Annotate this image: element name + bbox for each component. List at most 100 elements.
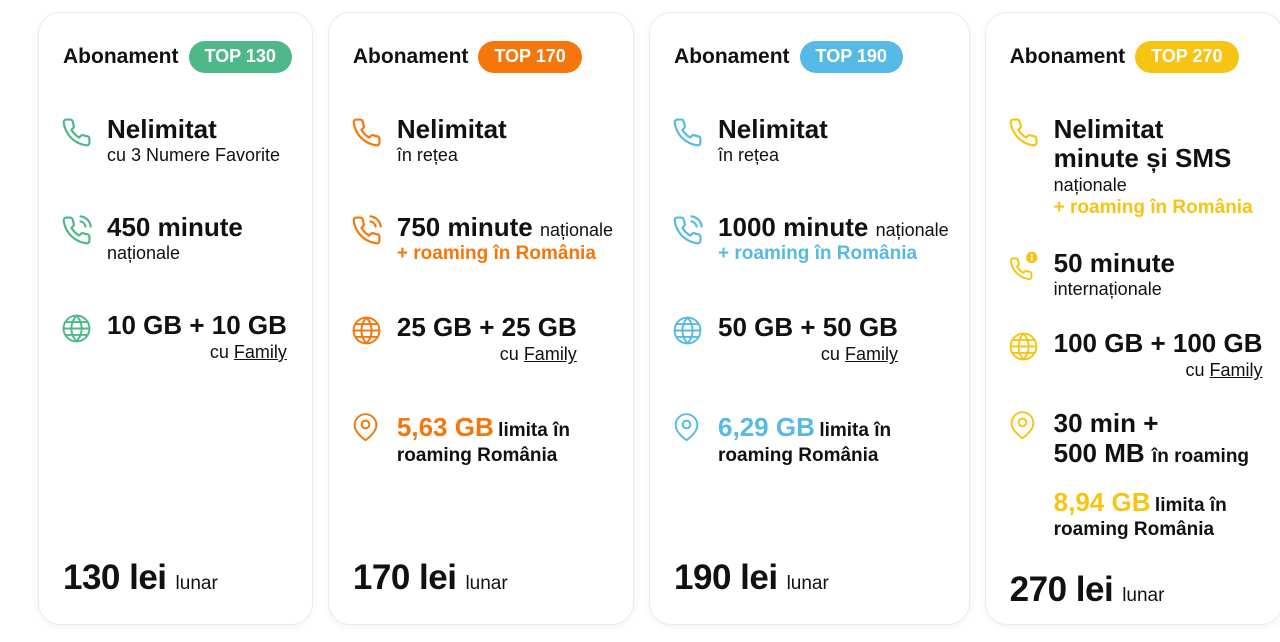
roaming-limit-label: limita în roaming România: [1053, 494, 1227, 541]
price-period: lunar: [786, 573, 829, 594]
price: 170 lei lunar: [351, 558, 613, 598]
plan-card-top-190: Abonament TOP 190 Nelimitat în rețea 100…: [649, 12, 970, 625]
family-link[interactable]: Family: [523, 344, 577, 365]
family-prefix: cu: [209, 342, 229, 363]
roaming-pack-label: în roaming: [1151, 445, 1250, 467]
feature-data: 100 GB + 100 GB cu Family: [1008, 327, 1263, 381]
feature-title: 50 GB + 50 GB: [718, 311, 898, 342]
plan-badge: TOP 170: [478, 41, 582, 73]
family-prefix: cu: [820, 344, 840, 365]
feature-title: 10 GB + 10 GB: [107, 309, 287, 340]
family-prefix: cu: [499, 344, 519, 365]
phone-call-icon: [61, 213, 107, 265]
feature-title: Nelimitat: [718, 114, 828, 144]
map-pin-icon: [672, 411, 718, 467]
plan-badge: TOP 270: [1135, 41, 1239, 73]
family-link[interactable]: Family: [1209, 360, 1263, 381]
card-header: Abonament TOP 190: [674, 41, 949, 73]
plan-card-top-130: Abonament TOP 130 Nelimitat cu 3 Numere …: [38, 12, 313, 625]
price: 270 lei lunar: [1008, 570, 1263, 610]
feature-subtitle: internaționale: [1053, 279, 1162, 300]
plan-type-label: Abonament: [352, 45, 469, 68]
roaming-highlight: + roaming în România: [396, 243, 596, 265]
plan-badge: TOP 190: [799, 41, 903, 73]
plan-type-label: Abonament: [63, 45, 179, 68]
feature-subtitle: naționale: [1053, 174, 1127, 195]
price: 130 lei lunar: [61, 558, 292, 598]
plan-card-top-270: Abonament TOP 270 Nelimitat minute și SM…: [984, 12, 1280, 625]
roaming-highlight: + roaming în România: [718, 243, 918, 265]
roaming-pack-line1: 30 min +: [1053, 408, 1159, 439]
feature-calls: Nelimitat minute și SMS naționale + roam…: [1008, 114, 1263, 221]
phone-icon: [351, 115, 397, 167]
feature-roaming-limit: 5,63 GB limita în roaming România: [351, 411, 613, 467]
feature-subtitle: în rețea: [396, 145, 458, 166]
feature-title: 1000 minute naționale: [718, 211, 949, 242]
card-header: Abonament TOP 270: [1010, 41, 1263, 73]
roaming-pack-line2: 500 MB în roaming: [1053, 437, 1250, 468]
price-amount: 130 lei: [63, 558, 167, 597]
feature-roaming-limit: 6,29 GB limita în roaming România: [672, 411, 949, 467]
phone-info-icon: [1008, 249, 1054, 301]
feature-subtitle: în rețea: [718, 145, 780, 166]
roaming-limit-value: 8,94 GB: [1053, 486, 1151, 517]
feature-calls: Nelimitat în rețea: [351, 114, 613, 167]
feature-minutes: 450 minute naționale: [61, 211, 292, 265]
plan-card-top-170: Abonament TOP 170 Nelimitat în rețea 750…: [327, 12, 635, 625]
globe-icon: [61, 311, 107, 363]
family-link[interactable]: Family: [233, 342, 287, 363]
family-line: cu Family: [107, 342, 287, 363]
map-pin-icon: [1008, 409, 1054, 542]
feature-title: Nelimitat: [1053, 114, 1164, 144]
family-link[interactable]: Family: [844, 344, 898, 365]
feature-suffix: naționale: [875, 219, 949, 240]
price: 190 lei lunar: [672, 558, 949, 598]
phone-icon: [1008, 115, 1054, 221]
feature-title: 100 GB + 100 GB: [1053, 327, 1263, 358]
feature-roaming: 30 min + 500 MB în roaming 8,94 GB limit…: [1008, 408, 1263, 542]
feature-title-line2: minute și SMS: [1053, 143, 1232, 174]
feature-minutes: 750 minute naționale + roaming în Români…: [351, 211, 614, 267]
feature-title: 25 GB + 25 GB: [396, 311, 577, 342]
card-header: Abonament TOP 170: [353, 41, 613, 73]
feature-subtitle: cu 3 Numere Favorite: [107, 145, 281, 166]
roaming-limit-value: 5,63 GB: [396, 412, 494, 443]
price-amount: 190 lei: [674, 558, 778, 597]
feature-title: 750 minute naționale: [396, 211, 614, 242]
family-prefix: cu: [1185, 360, 1205, 381]
roaming-limit-label: limita în roaming România: [396, 420, 570, 466]
roaming-limit-text: 6,29 GB limita în roaming România: [718, 411, 933, 467]
feature-suffix: naționale: [539, 219, 614, 240]
roaming-limit-text: 8,94 GB limita în roaming România: [1054, 486, 1263, 542]
feature-data: 25 GB + 25 GB cu Family: [351, 311, 613, 365]
price-period: lunar: [1122, 585, 1165, 607]
globe-icon: [672, 313, 718, 365]
phone-call-icon: [351, 213, 397, 267]
feature-minutes: 1000 minute naționale + roaming în Român…: [672, 211, 949, 267]
phone-icon: [672, 115, 718, 167]
feature-title: Nelimitat: [107, 114, 217, 144]
price-amount: 270 lei: [1009, 570, 1114, 610]
feature-title: 450 minute: [107, 211, 243, 242]
roaming-limit-label: limita în roaming România: [718, 420, 892, 466]
price-period: lunar: [175, 573, 218, 594]
phone-call-icon: [672, 213, 718, 267]
roaming-pack: 30 min + 500 MB în roaming: [1053, 408, 1263, 468]
feature-data: 10 GB + 10 GB cu Family: [61, 309, 292, 363]
roaming-limit-value: 6,29 GB: [718, 412, 815, 443]
family-line: cu Family: [397, 344, 577, 365]
globe-icon: [351, 313, 397, 365]
feature-calls: Nelimitat cu 3 Numere Favorite: [61, 114, 292, 167]
feature-subtitle: naționale: [107, 243, 181, 264]
card-header: Abonament TOP 130: [63, 41, 292, 73]
plan-badge: TOP 130: [188, 41, 292, 73]
roaming-highlight: + roaming în România: [1053, 197, 1253, 219]
feature-title: 50 minute: [1053, 247, 1176, 278]
feature-calls: Nelimitat în rețea: [672, 114, 949, 167]
family-line: cu Family: [718, 344, 898, 365]
plan-type-label: Abonament: [674, 45, 790, 68]
roaming-limit-text: 5,63 GB limita în roaming România: [397, 411, 612, 467]
plan-type-label: Abonament: [1009, 45, 1126, 68]
map-pin-icon: [351, 411, 397, 467]
